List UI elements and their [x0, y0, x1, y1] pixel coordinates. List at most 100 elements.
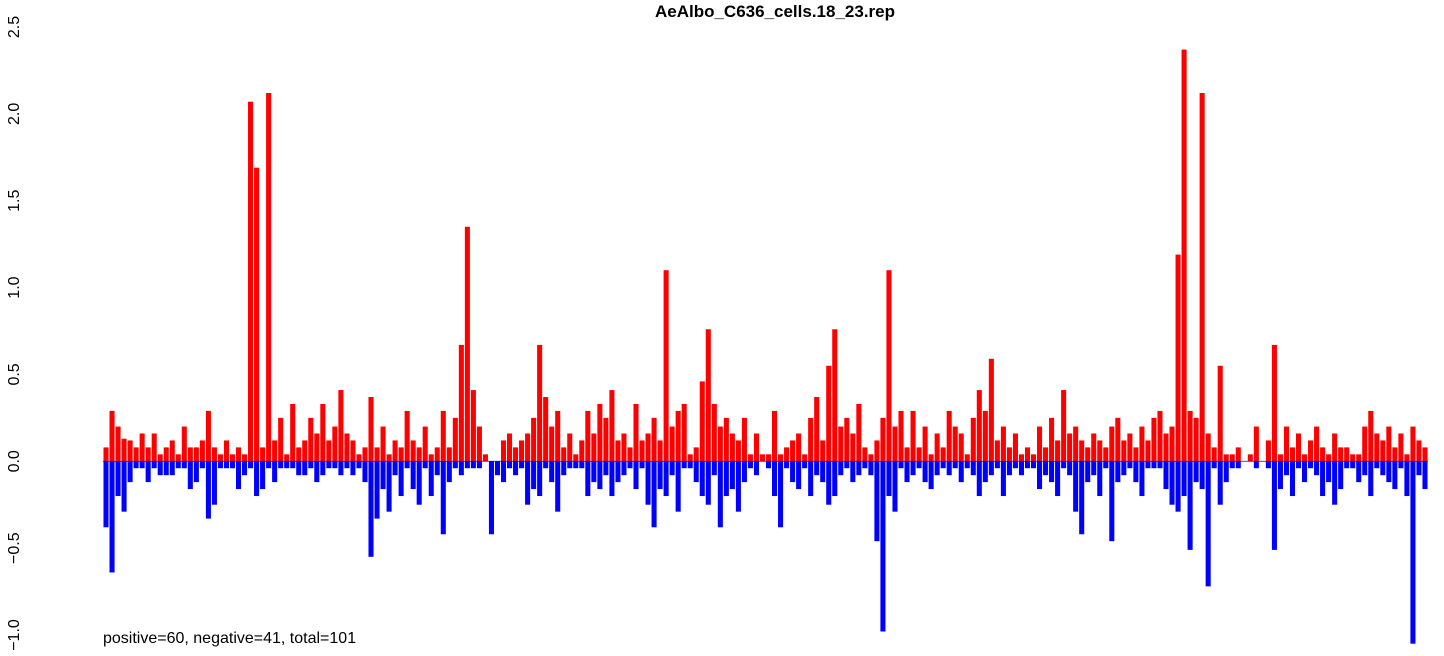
bar [880, 461, 886, 632]
bar [1326, 454, 1332, 462]
bar [428, 461, 434, 497]
bar [272, 461, 278, 483]
bar [657, 440, 663, 462]
bar [103, 461, 109, 528]
bar [1091, 433, 1097, 462]
bar [175, 461, 181, 469]
bar [1006, 447, 1012, 462]
bar [1145, 461, 1151, 469]
bar [1133, 461, 1139, 483]
bar [753, 433, 759, 462]
bar [705, 461, 711, 505]
bar [1332, 461, 1338, 505]
bar [242, 461, 248, 476]
bar [507, 433, 513, 462]
bar [1151, 417, 1157, 462]
bar [260, 447, 266, 462]
bar [446, 447, 452, 462]
bar [163, 447, 169, 462]
bar [1175, 461, 1181, 512]
bar [1422, 447, 1428, 462]
bar [205, 461, 211, 519]
bar [850, 461, 856, 483]
bar [1018, 454, 1024, 462]
bar [729, 433, 735, 462]
bar [1283, 461, 1289, 476]
bar [398, 461, 404, 497]
bar [1350, 454, 1356, 462]
bar [765, 454, 772, 462]
bar [1006, 461, 1012, 476]
bar [597, 403, 603, 462]
bar [1314, 426, 1320, 462]
bar [928, 454, 934, 462]
bar [266, 461, 272, 469]
bar [802, 461, 808, 469]
bar [820, 440, 826, 462]
bar [229, 461, 236, 469]
bar [687, 461, 693, 469]
bar [627, 461, 633, 469]
bar [1145, 440, 1151, 462]
bar [741, 461, 747, 483]
bar [1283, 426, 1289, 462]
bar [1289, 447, 1296, 462]
bar [1043, 461, 1049, 476]
bar [1368, 461, 1374, 497]
bar [603, 417, 609, 462]
bar [338, 390, 344, 462]
bar [434, 461, 440, 476]
bar [308, 461, 314, 469]
bar [1374, 461, 1380, 469]
bar [910, 461, 916, 476]
bar [1295, 461, 1302, 469]
bar [368, 397, 374, 462]
bar [591, 461, 597, 483]
bar [392, 440, 398, 462]
y-tick-label: 2.0 [6, 103, 23, 125]
bar [802, 454, 808, 462]
bar [199, 461, 205, 469]
bar [651, 417, 657, 462]
bar [772, 410, 778, 462]
bar [1332, 433, 1338, 462]
bar [1302, 461, 1308, 483]
bar [121, 438, 127, 462]
bar [392, 461, 398, 476]
bar [591, 433, 597, 462]
bar [290, 461, 296, 469]
bar [1073, 461, 1079, 512]
bar [669, 461, 675, 476]
bar [1368, 410, 1374, 462]
bar [705, 329, 711, 462]
bar [525, 433, 531, 462]
bar [856, 461, 862, 476]
bar [1115, 417, 1121, 462]
bar [109, 461, 115, 573]
bar [199, 440, 205, 462]
bar [1271, 461, 1277, 550]
bar [1073, 426, 1079, 462]
bar [886, 461, 892, 497]
y-tick-label: 2.5 [6, 16, 23, 38]
bar [494, 461, 501, 476]
bar [711, 403, 717, 462]
bar [778, 461, 784, 528]
bar [296, 447, 302, 462]
bar [1308, 461, 1314, 469]
bar [1024, 461, 1031, 469]
bar [500, 461, 507, 483]
bar [651, 461, 657, 528]
bar [1037, 426, 1043, 462]
bar [284, 461, 290, 469]
bar [772, 461, 778, 497]
bar [1139, 461, 1145, 497]
bar [314, 433, 320, 462]
bar [1115, 461, 1121, 483]
bar [1097, 440, 1103, 462]
bar [814, 461, 820, 476]
bar [826, 365, 832, 462]
bar [157, 461, 163, 476]
bar [916, 461, 922, 469]
